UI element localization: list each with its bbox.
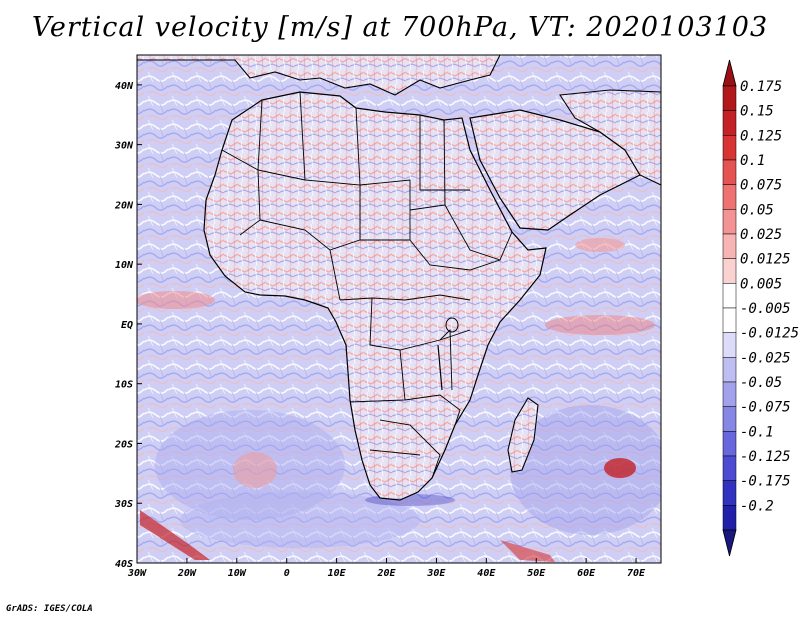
colorbar-bottom-arrow [722,529,737,557]
y-tick-label: 20S [114,439,133,450]
y-tick-label: 30S [114,499,133,510]
x-tick-label: 10E [328,568,347,579]
lake-tanganyika [437,344,443,391]
colorbar-swatch [722,258,737,284]
x-tick-label: 30W [127,568,147,579]
colorbar-swatch [722,209,737,235]
x-tick-label: 20E [376,568,396,579]
x-tick-label: 70E [627,568,646,579]
y-tick-label: 10S [115,380,133,391]
y-tick-label: 20N [114,200,134,211]
x-tick-label: 60E [577,568,596,579]
colorbar-label: 0.0125 [740,252,791,268]
colorbar-swatch [722,406,737,432]
colorbar-top-arrow [722,59,737,87]
colorbar: 0.175 0.15 0.125 0.1 0.075 0.05 0.025 0.0125 0.0… [722,59,799,557]
colorbar-label: 0.005 [740,276,782,292]
colorbar-label: -0.05 [740,375,782,391]
x-tick-label: 40E [477,568,496,579]
lake-victoria [445,317,459,333]
colorbar-label: 0.125 [740,128,782,144]
colorbar-swatch [722,184,737,210]
colorbar-label: 0.15 [740,104,774,120]
colorbar-label: -0.005 [740,301,791,317]
colorbar-swatch [722,307,737,333]
europe-coastline [137,55,501,96]
y-tick-label: 30N [114,141,134,152]
colorbar-label: -0.2 [740,498,774,514]
colorbar-swatch [722,233,737,259]
x-axis: 30W 20W 10W 0 10E 20E 30E 40E 50E 60E 70E [127,558,646,579]
colorbar-swatch [722,505,737,531]
colorbar-swatch [722,283,737,309]
arabia-coastline [469,109,641,231]
colorbar-label: -0.1 [740,424,774,440]
colorbar-label: 0.025 [740,227,782,243]
colorbar-swatch [722,85,737,111]
colorbar-swatch [722,381,737,407]
colorbar-label: -0.175 [740,474,791,490]
colorbar-swatch [722,332,737,358]
x-tick-label: 50E [527,568,546,579]
colorbar-swatch [722,431,737,457]
colorbar-swatch [722,110,737,136]
y-tick-label: 10N [115,260,134,271]
y-tick-label: 40N [115,81,134,92]
x-tick-label: 30E [426,568,446,579]
x-tick-label: 20W [177,568,197,579]
colorbar-label: 0.075 [740,178,782,194]
colorbar-swatch [722,455,737,481]
colorbar-label: 0.1 [740,153,765,169]
plot-frame [136,54,662,564]
colorbar-swatch [722,135,737,161]
map-title: Vertical velocity [m/s] at 700hPa, VT: 2… [31,12,769,43]
colorbar-label: 0.175 [740,79,782,95]
y-tick-label: EQ [121,320,133,331]
x-tick-label: 0 [284,568,290,579]
y-axis: 40N 30N 20N 10N EQ 10S 20S 30S 40S [114,81,142,570]
madagascar-coastline [507,397,539,473]
colorbar-swatch [722,159,737,185]
colorbar-label: -0.075 [740,400,791,416]
y-tick-label: 40S [115,559,133,570]
country-borders [221,91,513,479]
credit-text: GrADS: IGES/COLA [6,604,93,614]
colorbar-label: 0.05 [740,202,774,218]
colorbar-label: -0.025 [740,350,791,366]
x-tick-label: 10W [228,568,247,579]
asia-coastline [559,89,661,186]
velocity-field [137,55,661,563]
colorbar-swatch [722,480,737,506]
colorbar-label: -0.0125 [740,326,799,342]
colorbar-swatch [722,357,737,383]
colorbar-label: -0.125 [740,449,791,465]
